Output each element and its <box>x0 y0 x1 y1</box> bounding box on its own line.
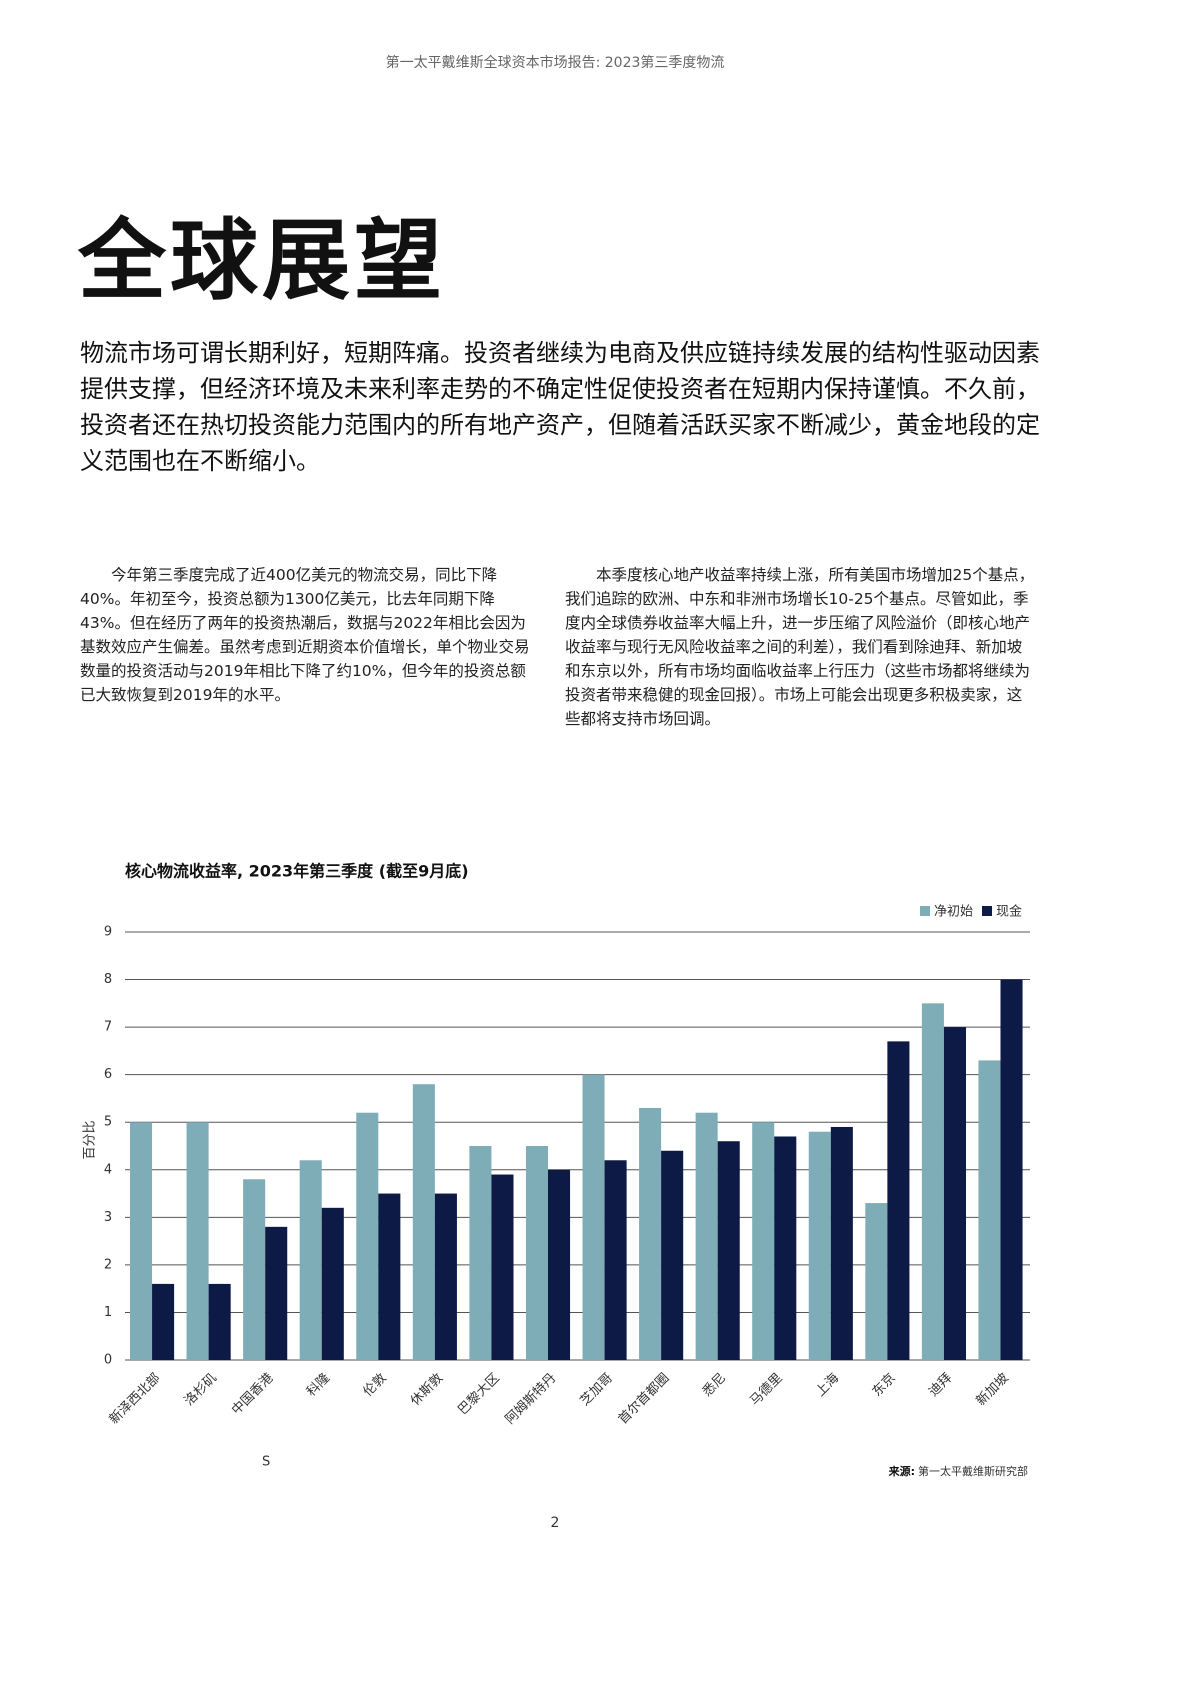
x-tick-label: 马德里 <box>747 1371 785 1409</box>
bar <box>434 1193 457 1360</box>
bar <box>865 1203 888 1360</box>
x-tick-label: 科隆 <box>304 1371 333 1400</box>
bar <box>525 1146 548 1360</box>
bar <box>547 1169 571 1360</box>
bar <box>639 1107 662 1360</box>
bar <box>243 1179 266 1360</box>
x-tick-label: 休斯敦 <box>407 1370 446 1409</box>
x-tick-label: 伦敦 <box>360 1370 390 1400</box>
source-label: 来源: <box>888 1464 915 1478</box>
bar <box>469 1146 492 1360</box>
bar <box>887 1041 910 1360</box>
stray-text: S <box>262 1455 270 1470</box>
legend-swatch <box>920 906 930 916</box>
x-tick-label: 阿姆斯特丹 <box>503 1371 560 1428</box>
bar <box>412 1084 435 1360</box>
bar <box>582 1074 605 1360</box>
legend-label: 净初始 <box>934 905 973 920</box>
x-tick-label: 巴黎大区 <box>455 1371 502 1418</box>
bar <box>186 1122 209 1360</box>
bar <box>661 1150 684 1360</box>
x-tick-label: 中国香港 <box>229 1371 276 1418</box>
y-tick-label: 8 <box>104 972 112 987</box>
bar <box>943 1027 966 1360</box>
y-tick-label: 0 <box>104 1353 112 1368</box>
page-title: 全球展望 <box>78 209 447 312</box>
bar <box>752 1122 775 1360</box>
page-number: 2 <box>551 1515 560 1531</box>
body-column: 今年第三季度完成了近400亿美元的物流交易，同比下降40%。年初至今，投资总额为… <box>80 566 530 704</box>
y-tick-label: 1 <box>104 1305 112 1320</box>
bar <box>208 1283 231 1360</box>
y-tick-label: 4 <box>104 1162 112 1177</box>
y-tick-label: 7 <box>104 1020 112 1035</box>
bar <box>695 1112 718 1360</box>
x-tick-label: 芝加哥 <box>577 1370 616 1409</box>
bar <box>152 1283 175 1360</box>
source-text: 第一太平戴维斯研究部 <box>918 1464 1028 1478</box>
bar <box>978 1060 1001 1360</box>
bar <box>717 1141 740 1360</box>
body-column: 本季度核心地产收益率持续上涨，所有美国市场增加25个基点，我们追踪的欧洲、中东和… <box>565 566 1035 728</box>
y-tick-label: 2 <box>104 1257 112 1272</box>
y-axis-label: 百分比 <box>83 1120 98 1159</box>
bar <box>491 1174 514 1360</box>
x-tick-label: 洛杉矶 <box>182 1371 220 1409</box>
chart-title: 核心物流收益率, 2023年第三季度 (截至9月底) <box>125 862 469 881</box>
bar <box>356 1112 379 1360</box>
x-tick-label: 首尔首都圈 <box>616 1371 673 1428</box>
bar <box>321 1207 344 1360</box>
header: 第一太平戴维斯全球资本市场报告: 2023第三季度物流 <box>385 55 725 71</box>
bar <box>774 1136 797 1360</box>
y-tick-label: 9 <box>104 925 112 940</box>
x-tick-label: 新加坡 <box>973 1370 1012 1409</box>
bar <box>378 1193 401 1360</box>
legend-label: 现金 <box>996 904 1022 920</box>
bar <box>604 1160 627 1360</box>
x-tick-label: 迪拜 <box>926 1371 955 1400</box>
y-tick-label: 5 <box>104 1115 112 1130</box>
bar <box>265 1226 288 1360</box>
y-tick-label: 6 <box>104 1067 112 1082</box>
x-tick-label: 东京 <box>870 1371 899 1400</box>
y-tick-label: 3 <box>104 1210 112 1225</box>
x-tick-label: 上海 <box>813 1371 842 1400</box>
bar <box>921 1003 944 1360</box>
x-tick-label: 新泽西北部 <box>106 1370 163 1427</box>
bar <box>130 1122 153 1360</box>
bar <box>1000 979 1023 1360</box>
x-tick-label: 悉尼 <box>700 1371 729 1400</box>
bar <box>808 1131 831 1360</box>
lead-paragraph: 物流市场可谓长期利好，短期阵痛。投资者继续为电商及供应链持续发展的结构性驱动因素… <box>80 339 1040 475</box>
bar <box>299 1160 322 1360</box>
bar <box>830 1126 853 1360</box>
legend-swatch <box>982 906 992 916</box>
